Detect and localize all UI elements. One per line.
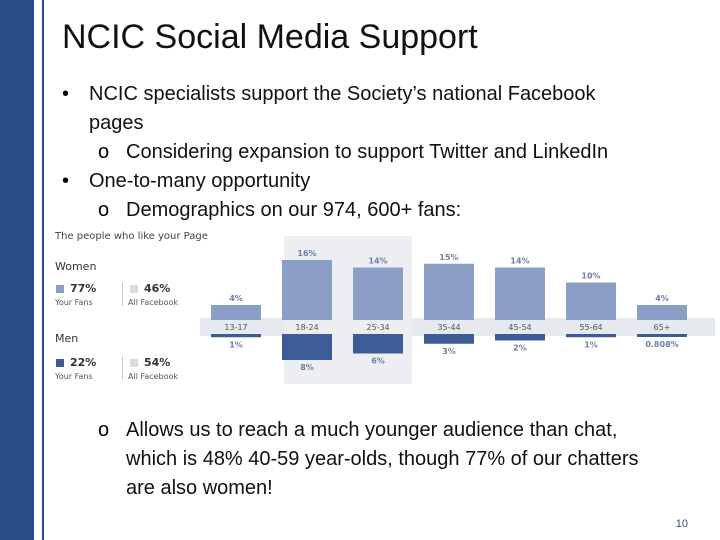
age-tick-25-34: 25-34 [366,323,389,332]
women-legend-label: Women [55,260,97,273]
women-bar-35-44 [424,263,474,320]
women-bar-65+ [637,305,687,320]
women-your-fans-label: Your Fans [55,298,93,307]
age-bar-chart: 13-17 4% 1% 18-24 16% 8% 25-34 14% 6% 35-44 15% 3% 4… [200,236,715,384]
bullet-marker: • [62,170,70,192]
women-bar-45-54 [495,267,545,320]
men-all-facebook-label: All Facebook [128,372,179,381]
sub-bullet-marker: o [98,141,110,163]
men-your-fans-value: 22% [70,356,97,369]
bullet-text: pages [89,112,144,134]
men-legend-label: Men [55,332,79,345]
men-bar-13-17 [211,334,261,338]
bullet-text: which is 48% 40-59 year-olds, though 77%… [126,448,639,470]
men-bar-35-44 [424,334,474,344]
women-value-label-13-17: 4% [229,294,243,303]
facebook-demographics-chart: The people who like your Page Women 77% … [50,226,715,396]
women-value-label-65+: 4% [655,294,669,303]
men-bar-55-64 [566,334,616,338]
legend-divider [122,356,123,380]
women-bar-25-34 [353,267,403,320]
age-tick-13-17: 13-17 [224,323,247,332]
women-value-label-18-24: 16% [297,249,316,258]
age-tick-35-44: 35-44 [437,323,460,332]
bullet-text: Allows us to reach a much younger audien… [126,419,618,441]
men-value-label-65+: 0.808% [645,340,678,349]
accent-sidebar [0,0,34,540]
bullet-text: are also women! [126,477,273,499]
men-value-label-18-24: 8% [300,363,314,372]
bullet-text: Considering expansion to support Twitter… [126,141,609,163]
bullet-text: Demographics on our 974, 600+ fans: [126,199,462,221]
age-tick-45-54: 45-54 [508,323,531,332]
bullet-marker: • [62,83,70,105]
age-tick-55-64: 55-64 [579,323,602,332]
men-value-label-25-34: 6% [371,357,385,366]
sub-bullet-marker: o [98,419,110,441]
men-bar-65+ [637,334,687,337]
women-value-label-35-44: 15% [439,253,458,262]
page-number: 10 [675,518,688,530]
sub-bullet-marker: o [98,199,110,221]
women-swatch [56,285,64,293]
age-tick-65+: 65+ [654,323,671,332]
women-bar-18-24 [282,260,332,320]
men-value-label-45-54: 2% [513,344,527,353]
women-all-facebook-value: 46% [144,282,171,295]
women-value-label-55-64: 10% [581,272,600,281]
men-bar-18-24 [282,334,332,360]
men-swatch [56,359,64,367]
men-all-facebook-swatch [130,359,138,367]
slide-title: NCIC Social Media Support [62,18,478,56]
men-value-label-13-17: 1% [229,340,243,349]
women-all-facebook-swatch [130,285,138,293]
bullet-text: One-to-many opportunity [89,170,311,192]
bullet-text: NCIC specialists support the Society’s n… [89,83,596,105]
men-bar-45-54 [495,334,545,341]
men-value-label-55-64: 1% [584,340,598,349]
chart-title: The people who like your Page [55,231,208,242]
women-your-fans-value: 77% [70,282,97,295]
men-bar-25-34 [353,334,403,354]
women-value-label-45-54: 14% [510,257,529,266]
age-tick-18-24: 18-24 [295,323,318,332]
men-all-facebook-value: 54% [144,356,171,369]
men-value-label-35-44: 3% [442,347,456,356]
men-your-fans-label: Your Fans [55,372,93,381]
legend-divider [122,282,123,306]
women-bar-55-64 [566,282,616,320]
women-bar-13-17 [211,305,261,320]
women-value-label-25-34: 14% [368,257,387,266]
women-all-facebook-label: All Facebook [128,298,179,307]
accent-rule [42,0,44,540]
